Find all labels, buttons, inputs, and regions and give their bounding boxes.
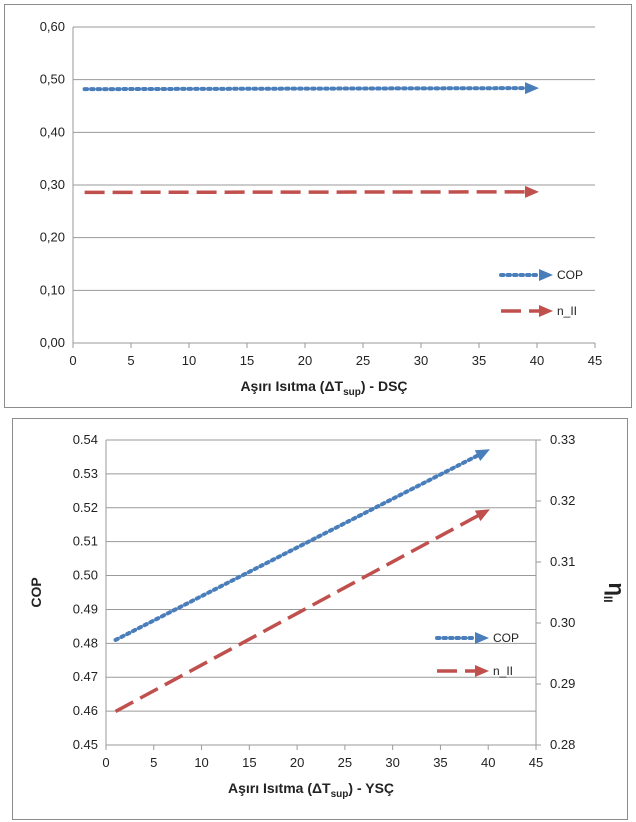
y-tick-label: 0.45 bbox=[73, 737, 98, 752]
y-tick-label: 0.50 bbox=[73, 568, 98, 583]
x-axis-title: Aşırı Isıtma (ΔTsup) - YSÇ bbox=[228, 780, 394, 800]
legend-arrow-COP bbox=[475, 632, 489, 644]
legend-label-n_II: n_II bbox=[493, 664, 513, 678]
x-tick-label: 30 bbox=[414, 353, 428, 368]
series-arrow-COP bbox=[474, 449, 491, 461]
legend-label-n_II: n_II bbox=[557, 304, 577, 318]
y-tick-label: 0.46 bbox=[73, 703, 98, 718]
series-arrow-n_II bbox=[524, 185, 539, 198]
y2-axis-title-sub: II bbox=[601, 596, 615, 603]
y2-tick-label: 0.28 bbox=[550, 737, 575, 752]
series-line-COP bbox=[82, 86, 529, 92]
x-axis-title-sub: sup bbox=[343, 387, 361, 398]
y-tick-label: 0,00 bbox=[40, 335, 65, 350]
x-tick-label: 35 bbox=[433, 755, 447, 770]
y-tick-label: 0.54 bbox=[73, 432, 98, 447]
y-tick-label: 0.48 bbox=[73, 635, 98, 650]
x-tick-label: 10 bbox=[182, 353, 196, 368]
y2-tick-label: 0.30 bbox=[550, 615, 575, 630]
x-tick-label: 10 bbox=[194, 755, 208, 770]
y-tick-label: 0.53 bbox=[73, 466, 98, 481]
chart-ysc-panel: 0.45 0.46 0.47 0.48 0.49 0.50 0.51 0.52 0.53 0.54… bbox=[12, 418, 629, 820]
y2-tick-label: 0.29 bbox=[550, 676, 575, 691]
x-tick-label: 20 bbox=[290, 755, 304, 770]
y2-axis-title: ηII bbox=[601, 582, 629, 602]
x-tick-label: 5 bbox=[150, 755, 157, 770]
y-tick-label: 0,60 bbox=[40, 19, 65, 34]
x-tick-label: 45 bbox=[588, 353, 602, 368]
series-arrow-n_II bbox=[474, 509, 490, 522]
x-axis-title: Aşırı Isıtma (ΔTsup) - DSÇ bbox=[240, 378, 407, 398]
chart-dsc-panel: 0,00 0,10 0,20 0,30 0,40 0,50 0,60 0 5 10 15 20 25 30… bbox=[4, 4, 632, 408]
x-tick-label: 25 bbox=[356, 353, 370, 368]
chart-dsc: 0,00 0,10 0,20 0,30 0,40 0,50 0,60 0 5 10 15 20 25 30… bbox=[40, 19, 603, 398]
y-tick-label: 0,10 bbox=[40, 282, 65, 297]
x-tick-label: 35 bbox=[472, 353, 486, 368]
y2-tick-label: 0.31 bbox=[550, 554, 575, 569]
legend-arrow-n_II bbox=[475, 665, 489, 677]
series-line-n_II bbox=[84, 190, 528, 195]
legend-label-COP: COP bbox=[493, 631, 519, 645]
x-tick-label: 15 bbox=[240, 353, 254, 368]
x-axis-title-main: Aşırı Isıtma (ΔT bbox=[240, 378, 343, 394]
y-tick-label: 0.47 bbox=[73, 669, 98, 684]
y2-tick-label: 0.33 bbox=[550, 432, 575, 447]
y-tick-label: 0,50 bbox=[40, 72, 65, 87]
x-tick-label: 30 bbox=[385, 755, 399, 770]
y-tick-label: 0.49 bbox=[73, 601, 98, 616]
x-tick-label: 0 bbox=[69, 353, 76, 368]
x-axis-title-tail: ) - DSÇ bbox=[361, 378, 408, 394]
x-axis-title-sub: sup bbox=[331, 789, 349, 800]
y2-axis-title-main: η bbox=[604, 582, 629, 595]
series-arrow-COP bbox=[524, 82, 539, 95]
y-tick-label: 0,40 bbox=[40, 124, 65, 139]
x-axis-title-tail: ) - YSÇ bbox=[348, 780, 394, 796]
x-tick-label: 40 bbox=[530, 353, 544, 368]
y-tick-label: 0,30 bbox=[40, 177, 65, 192]
chart-ysc: 0.45 0.46 0.47 0.48 0.49 0.50 0.51 0.52 0.53 0.54… bbox=[28, 432, 629, 800]
series-line-COP bbox=[113, 452, 482, 642]
y-axis-title: COP bbox=[28, 577, 44, 607]
series-line-n_II bbox=[114, 513, 481, 713]
x-tick-label: 20 bbox=[298, 353, 312, 368]
x-axis-title-main: Aşırı Isıtma (ΔT bbox=[228, 780, 331, 796]
y-tick-label: 0.51 bbox=[73, 534, 98, 549]
legend-arrow-COP bbox=[539, 269, 553, 281]
y-tick-label: 0,20 bbox=[40, 230, 65, 245]
x-tick-label: 15 bbox=[242, 755, 256, 770]
y-tick-label: 0.52 bbox=[73, 500, 98, 515]
x-tick-label: 0 bbox=[102, 755, 109, 770]
x-tick-label: 40 bbox=[481, 755, 495, 770]
legend-label-COP: COP bbox=[557, 268, 583, 282]
x-tick-label: 45 bbox=[529, 755, 543, 770]
x-tick-label: 25 bbox=[338, 755, 352, 770]
legend-arrow-n_II bbox=[539, 305, 553, 317]
y2-tick-label: 0.32 bbox=[550, 493, 575, 508]
x-tick-label: 5 bbox=[127, 353, 134, 368]
